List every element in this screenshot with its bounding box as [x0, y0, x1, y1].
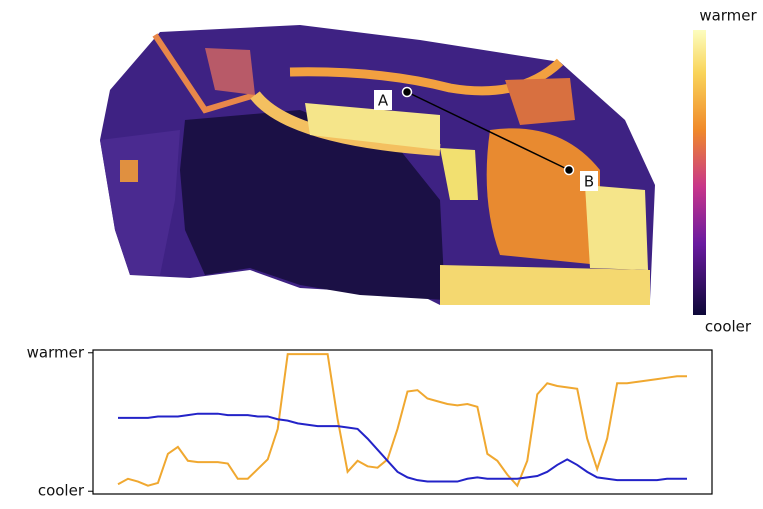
- colorbar: [693, 30, 706, 315]
- thermal-map: A B: [100, 25, 655, 305]
- series-line: [118, 414, 687, 482]
- colorbar-label: warmer: [699, 7, 757, 25]
- figure: A B warmer cooler warmer cooler: [0, 0, 763, 505]
- plot-frame: [93, 350, 712, 494]
- y-tick-label: warmer: [27, 343, 85, 361]
- point-label: A: [378, 92, 389, 110]
- y-tick-label: cooler: [38, 482, 85, 500]
- series-line: [118, 354, 687, 486]
- point-label: B: [584, 173, 594, 191]
- colorbar-label: cooler: [705, 318, 752, 336]
